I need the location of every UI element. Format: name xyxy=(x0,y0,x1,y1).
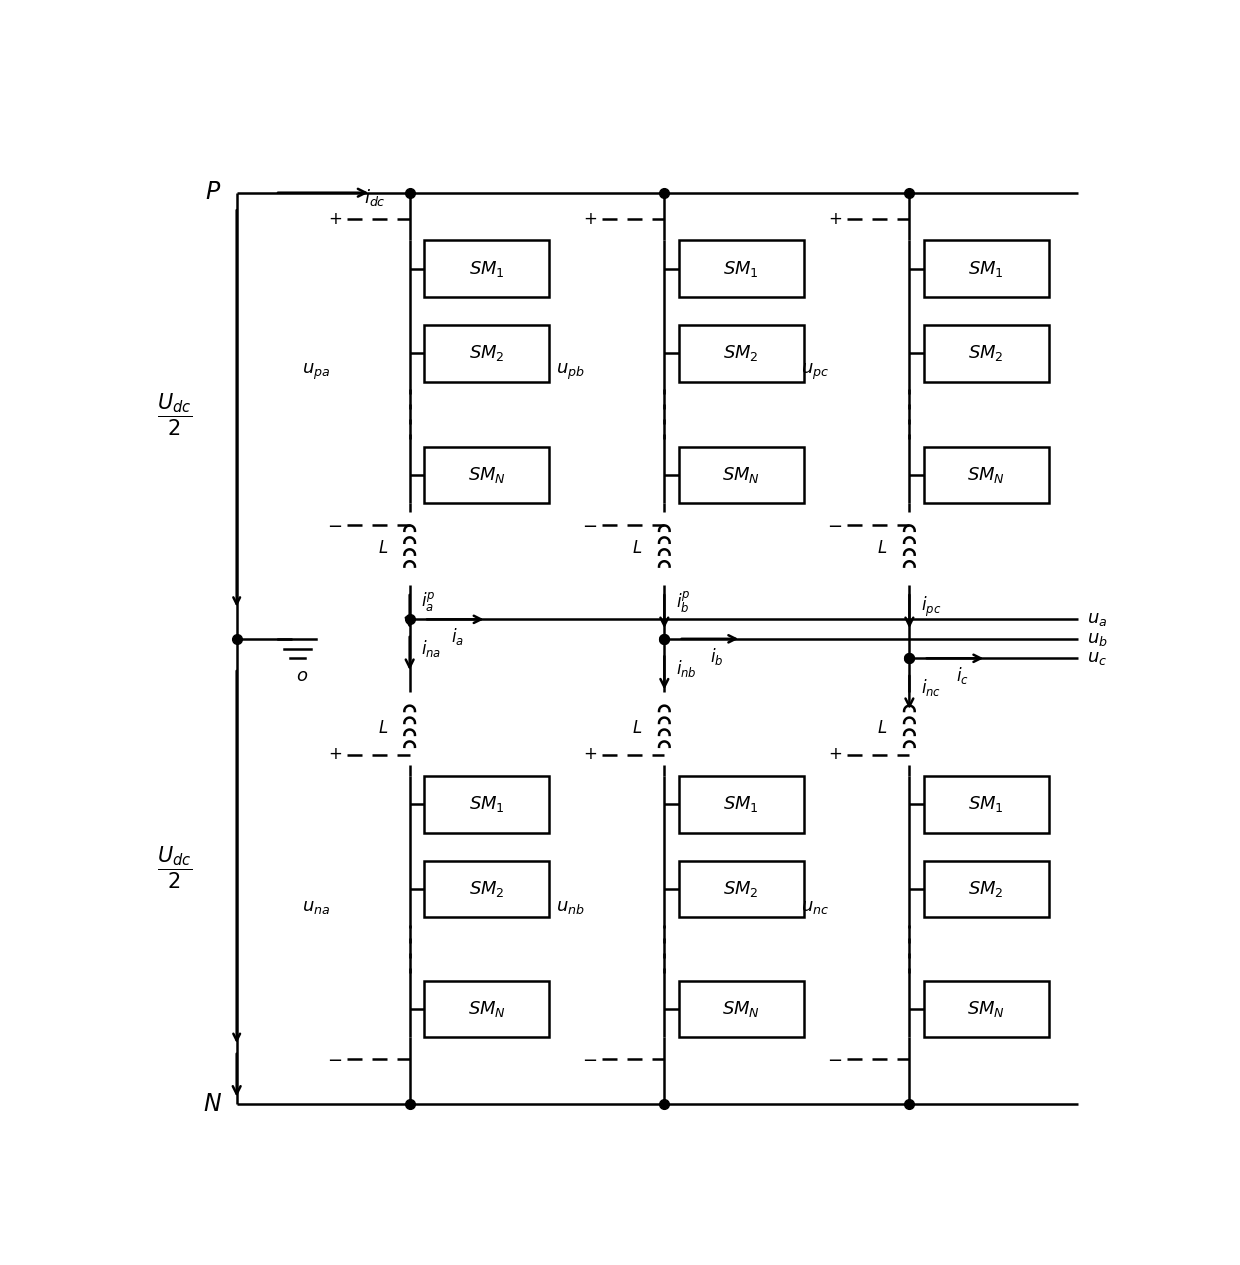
Text: $+$: $+$ xyxy=(583,210,596,228)
FancyBboxPatch shape xyxy=(678,980,804,1037)
Text: $SM_N$: $SM_N$ xyxy=(967,999,1006,1020)
FancyBboxPatch shape xyxy=(678,861,804,917)
Text: $SM_1$: $SM_1$ xyxy=(723,794,759,815)
Text: $u_b$: $u_b$ xyxy=(1087,630,1109,648)
Text: $+$: $+$ xyxy=(329,746,342,763)
Text: $SM_N$: $SM_N$ xyxy=(722,466,760,486)
Text: $SM_N$: $SM_N$ xyxy=(467,466,506,486)
Text: $-$: $-$ xyxy=(582,516,596,534)
Text: $+$: $+$ xyxy=(828,210,842,228)
FancyBboxPatch shape xyxy=(924,777,1049,832)
Text: $SM_1$: $SM_1$ xyxy=(968,258,1004,278)
Text: $i_{na}$: $i_{na}$ xyxy=(422,638,441,659)
Text: $-$: $-$ xyxy=(827,1050,842,1068)
Text: $-$: $-$ xyxy=(582,1050,596,1068)
Text: $u_{pa}$: $u_{pa}$ xyxy=(301,362,330,382)
FancyBboxPatch shape xyxy=(678,325,804,382)
Text: $-$: $-$ xyxy=(327,1050,342,1068)
Text: $SM_2$: $SM_2$ xyxy=(723,879,759,899)
Text: $u_{nc}$: $u_{nc}$ xyxy=(801,898,830,916)
Text: $-$: $-$ xyxy=(827,516,842,534)
Text: $i_c$: $i_c$ xyxy=(956,665,968,687)
Text: $i_{nc}$: $i_{nc}$ xyxy=(921,677,941,698)
Text: $-$: $-$ xyxy=(327,516,342,534)
FancyBboxPatch shape xyxy=(678,240,804,297)
Text: $SM_1$: $SM_1$ xyxy=(469,794,505,815)
Text: $i_b$: $i_b$ xyxy=(711,646,724,667)
Text: $i^p_b$: $i^p_b$ xyxy=(676,589,691,615)
Text: $L$: $L$ xyxy=(378,721,388,737)
Text: $L$: $L$ xyxy=(878,540,888,557)
Text: $i_{pc}$: $i_{pc}$ xyxy=(921,595,941,619)
FancyBboxPatch shape xyxy=(924,447,1049,503)
Text: $L$: $L$ xyxy=(878,721,888,737)
FancyBboxPatch shape xyxy=(424,980,549,1037)
FancyBboxPatch shape xyxy=(924,980,1049,1037)
Text: $L$: $L$ xyxy=(632,721,642,737)
Text: $u_{na}$: $u_{na}$ xyxy=(301,898,330,916)
FancyBboxPatch shape xyxy=(424,861,549,917)
Text: $SM_1$: $SM_1$ xyxy=(469,258,505,278)
Text: $u_{pb}$: $u_{pb}$ xyxy=(556,362,584,382)
FancyBboxPatch shape xyxy=(924,240,1049,297)
Text: $+$: $+$ xyxy=(329,210,342,228)
Text: $u_a$: $u_a$ xyxy=(1087,610,1107,629)
Text: $N$: $N$ xyxy=(203,1093,222,1116)
Text: $\dfrac{U_{dc}}{2}$: $\dfrac{U_{dc}}{2}$ xyxy=(157,392,192,438)
Text: $u_c$: $u_c$ xyxy=(1087,649,1107,668)
FancyBboxPatch shape xyxy=(678,447,804,503)
Text: $SM_1$: $SM_1$ xyxy=(723,258,759,278)
Text: $SM_N$: $SM_N$ xyxy=(967,466,1006,486)
Text: $u_{pc}$: $u_{pc}$ xyxy=(801,362,830,382)
Text: $i^p_a$: $i^p_a$ xyxy=(422,591,436,614)
Text: $SM_2$: $SM_2$ xyxy=(968,343,1004,363)
Text: $o$: $o$ xyxy=(296,667,308,684)
Text: $SM_1$: $SM_1$ xyxy=(968,794,1004,815)
Text: $\dfrac{U_{dc}}{2}$: $\dfrac{U_{dc}}{2}$ xyxy=(157,845,192,891)
Text: $L$: $L$ xyxy=(632,540,642,557)
Text: $SM_2$: $SM_2$ xyxy=(469,879,505,899)
Text: $+$: $+$ xyxy=(828,746,842,763)
Text: $SM_N$: $SM_N$ xyxy=(467,999,506,1020)
Text: $+$: $+$ xyxy=(583,746,596,763)
FancyBboxPatch shape xyxy=(424,777,549,832)
FancyBboxPatch shape xyxy=(424,325,549,382)
Text: $SM_2$: $SM_2$ xyxy=(469,343,505,363)
Text: $SM_N$: $SM_N$ xyxy=(722,999,760,1020)
Text: $i_a$: $i_a$ xyxy=(451,626,464,648)
FancyBboxPatch shape xyxy=(678,777,804,832)
Text: $i_{dc}$: $i_{dc}$ xyxy=(363,187,386,207)
Text: $L$: $L$ xyxy=(378,540,388,557)
Text: $SM_2$: $SM_2$ xyxy=(968,879,1004,899)
FancyBboxPatch shape xyxy=(424,447,549,503)
Text: $SM_2$: $SM_2$ xyxy=(723,343,759,363)
FancyBboxPatch shape xyxy=(424,240,549,297)
Text: $i_{nb}$: $i_{nb}$ xyxy=(676,658,697,678)
FancyBboxPatch shape xyxy=(924,861,1049,917)
FancyBboxPatch shape xyxy=(924,325,1049,382)
Text: $P$: $P$ xyxy=(205,181,221,204)
Text: $u_{nb}$: $u_{nb}$ xyxy=(556,898,584,916)
